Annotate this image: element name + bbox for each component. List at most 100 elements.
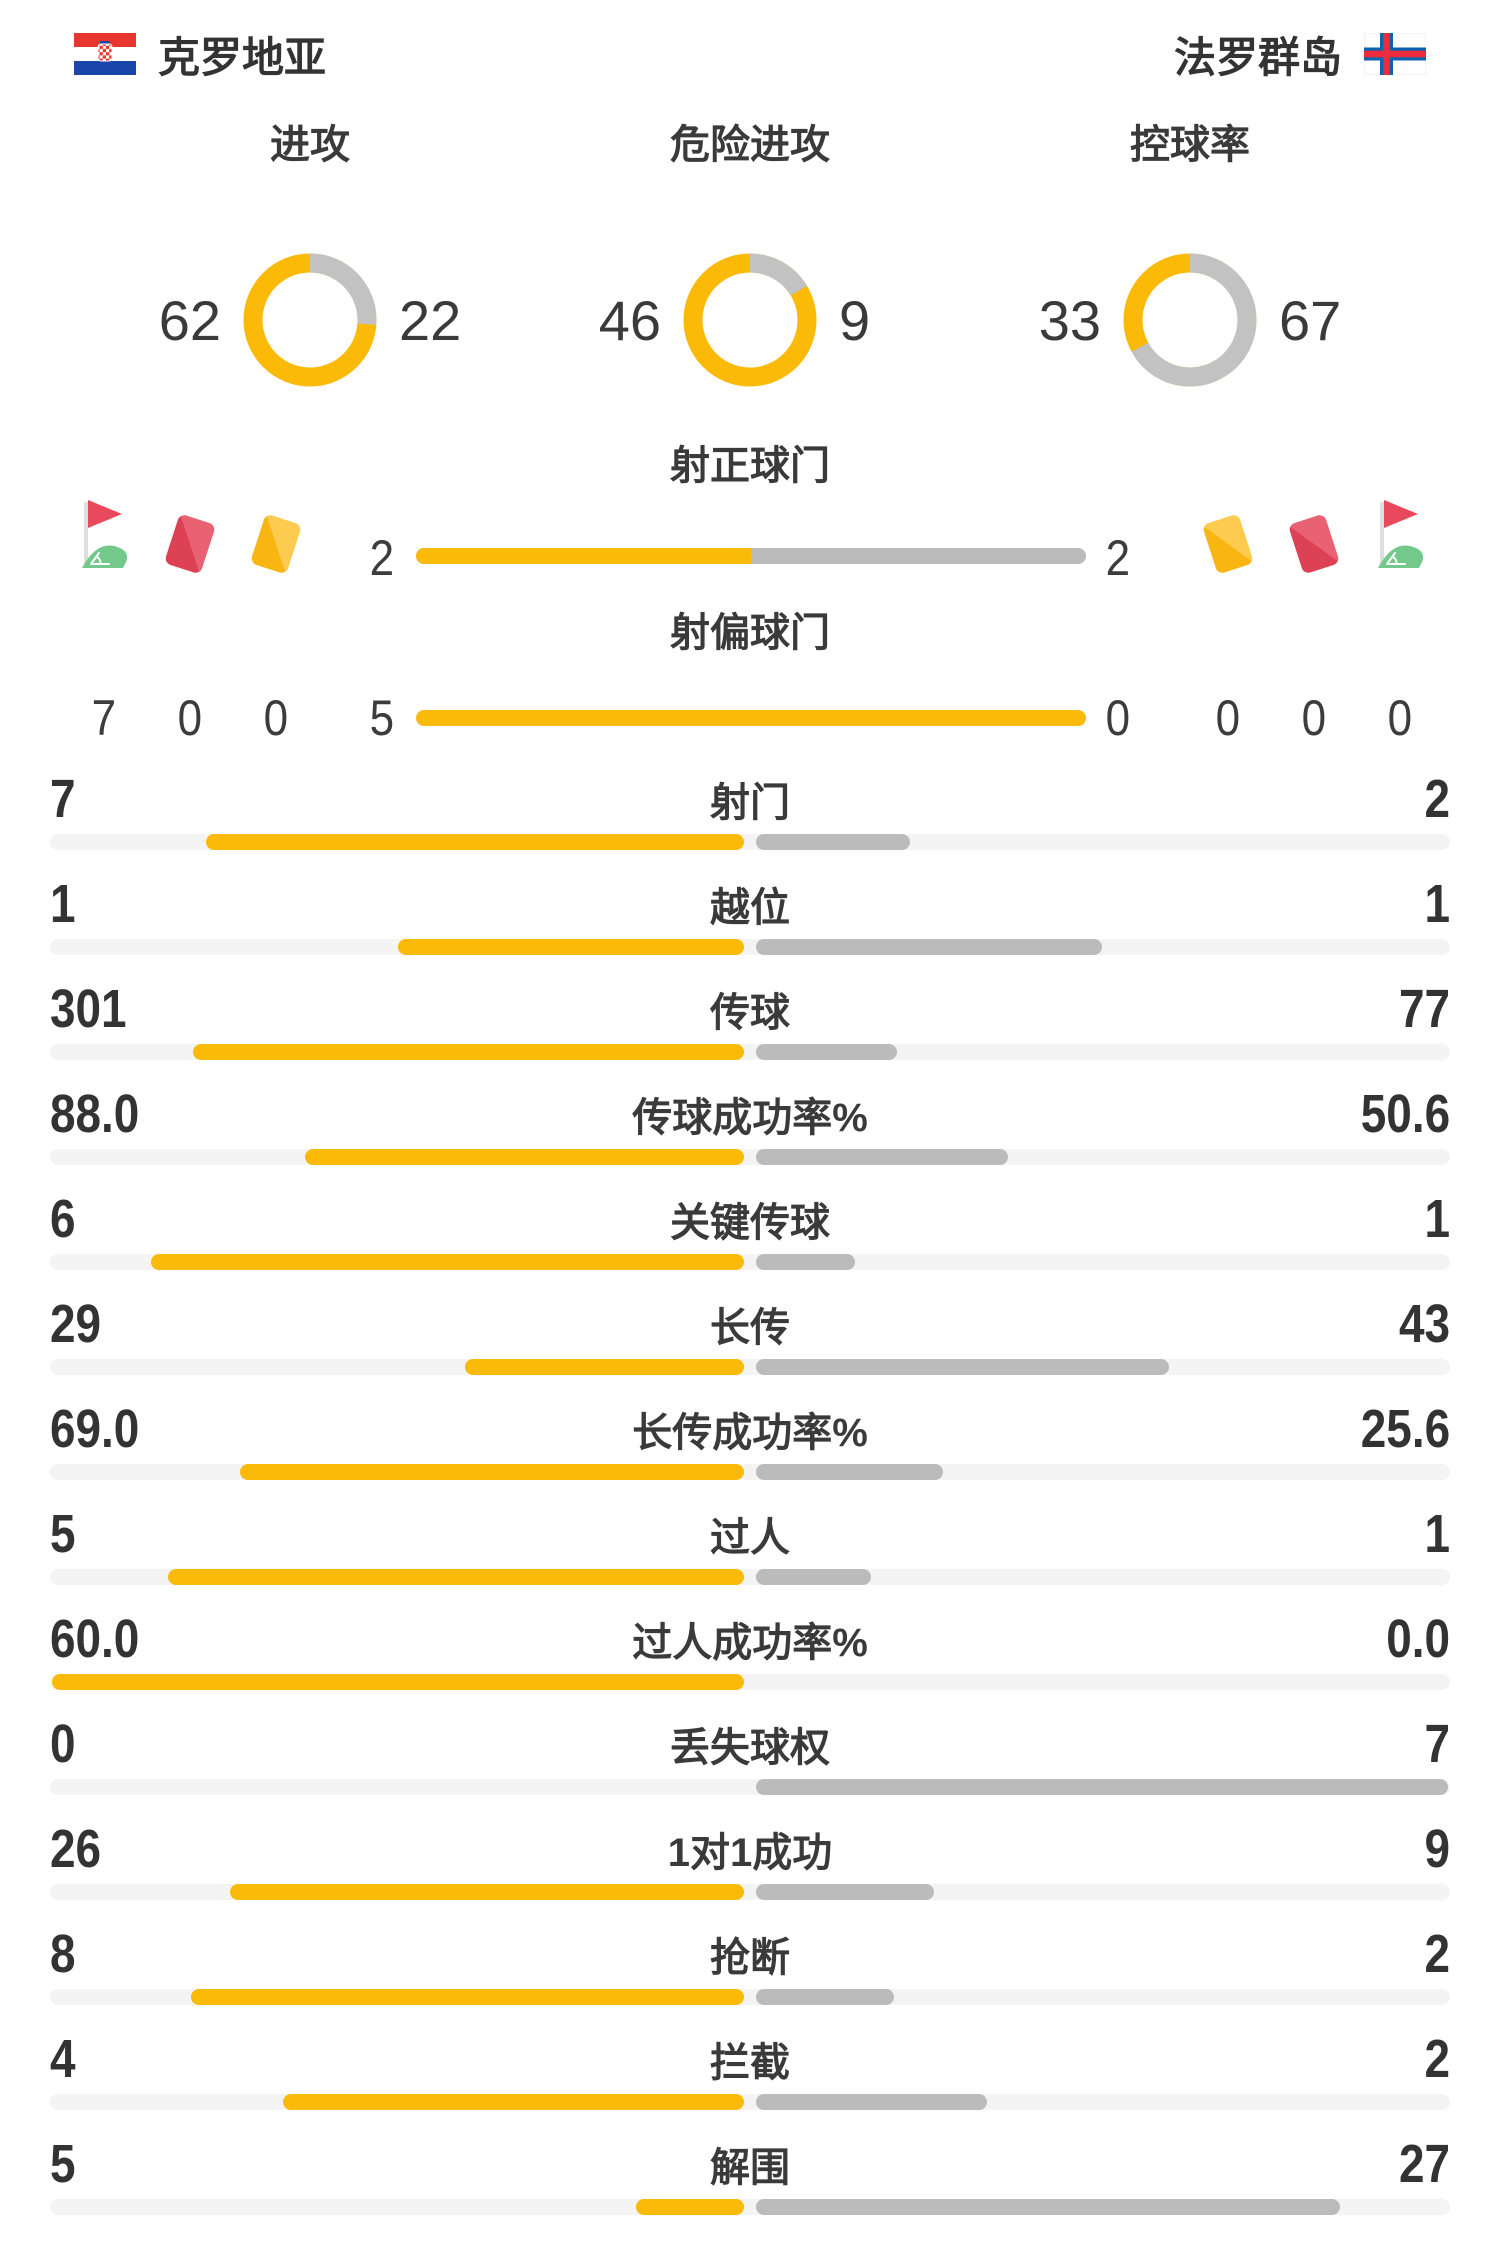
- home-stat-value: 301: [50, 979, 127, 1039]
- away-red-card-icon: [1282, 498, 1346, 590]
- stat-bar-track: [50, 2094, 1450, 2110]
- stat-label: 拦截: [710, 2041, 790, 2085]
- home-shots-off-target-value: 5: [369, 690, 395, 746]
- stat-row: 301 传球 77: [0, 976, 1500, 1081]
- shots-off-target-label: 射偏球门: [670, 611, 830, 655]
- stat-head: 6 关键传球 1: [50, 1186, 1450, 1252]
- away-stat-value: 2: [1424, 769, 1450, 829]
- faroe-islands-flag-icon: [1364, 33, 1426, 75]
- away-stat-value: 27: [1398, 2134, 1450, 2194]
- home-shots-on-target-bar: [416, 548, 751, 564]
- away-yellow-cards-value: 0: [1215, 690, 1241, 746]
- stat-head: 5 解围 27: [50, 2131, 1450, 2197]
- stat-row: 5 解围 27: [0, 2131, 1500, 2236]
- stat-head: 301 传球 77: [50, 976, 1450, 1042]
- away-stat-value: 1: [1424, 874, 1450, 934]
- donut-body: 62 22: [90, 253, 530, 387]
- stat-row: 4 拦截 2: [0, 2026, 1500, 2131]
- donut-ring-chart: [1123, 253, 1257, 387]
- home-stat-value: 4: [50, 2029, 76, 2089]
- away-donut-arc: [1123, 253, 1257, 387]
- donut-charts-section: 进攻 62 22 危险进攻 46 9 控球率 33: [0, 121, 1500, 387]
- stat-bar-track: [50, 1569, 1450, 1585]
- stat-bar-track: [50, 1149, 1450, 1165]
- away-stat-bar: [756, 834, 910, 850]
- away-red-cards-value: 0: [1301, 690, 1327, 746]
- stat-row: 8 抢断 2: [0, 1921, 1500, 2026]
- home-corners-value: 7: [91, 690, 117, 746]
- home-stat-value: 5: [50, 1504, 76, 1564]
- away-stat-bar: [756, 1044, 897, 1060]
- donut-body: 33 67: [970, 253, 1410, 387]
- stats-list: 7 射门 2 1 越位 1 301 传球 77: [0, 766, 1500, 2236]
- stat-bar-track: [50, 1989, 1450, 2005]
- shots-off-target-bar: [416, 710, 1086, 726]
- stat-bar-track: [50, 1464, 1450, 1480]
- home-stat-value: 88.0: [50, 1084, 140, 1144]
- home-stat-bar: [206, 834, 744, 850]
- away-stat-value: 25.6: [1360, 1399, 1450, 1459]
- stat-label: 射门: [710, 781, 790, 825]
- stat-row: 29 长传 43: [0, 1291, 1500, 1396]
- home-stat-bar: [52, 1674, 744, 1690]
- stat-head: 8 抢断 2: [50, 1921, 1450, 1987]
- stat-bar-track: [50, 2199, 1450, 2215]
- away-stat-value: 1: [1424, 1504, 1450, 1564]
- stat-label: 关键传球: [670, 1201, 830, 1245]
- away-donut-value: 67: [1279, 288, 1342, 352]
- shots-and-discipline-section: 射正球门 射偏球门 2 2 7 0 0 5 0 0 0 0: [0, 436, 1500, 756]
- donut-label: 进攻: [270, 123, 350, 167]
- home-stat-value: 1: [50, 874, 76, 934]
- away-stat-value: 9: [1424, 1819, 1450, 1879]
- away-stat-bar: [756, 939, 1102, 955]
- home-stat-value: 26: [50, 1819, 102, 1879]
- home-red-card-icon: [158, 498, 222, 590]
- away-stat-bar: [756, 1359, 1169, 1375]
- away-stat-value: 1: [1424, 1189, 1450, 1249]
- stat-bar-track: [50, 834, 1450, 850]
- away-stat-value: 43: [1398, 1294, 1450, 1354]
- away-stat-value: 0.0: [1386, 1609, 1450, 1669]
- stat-label: 抢断: [710, 1936, 790, 1980]
- home-stat-bar: [190, 1989, 744, 2005]
- stat-row: 1 越位 1: [0, 871, 1500, 976]
- croatia-flag-icon: [74, 33, 136, 75]
- away-stat-value: 50.6: [1360, 1084, 1450, 1144]
- stat-bar-track: [50, 1884, 1450, 1900]
- stat-head: 7 射门 2: [50, 766, 1450, 832]
- stat-row: 6 关键传球 1: [0, 1186, 1500, 1291]
- home-yellow-cards-value: 0: [263, 690, 289, 746]
- home-stat-value: 7: [50, 769, 76, 829]
- away-shots-off-target-value: 0: [1105, 690, 1131, 746]
- stat-label: 1对1成功: [667, 1831, 833, 1875]
- stat-row: 60.0 过人成功率% 0.0: [0, 1606, 1500, 1711]
- stat-bar-track: [50, 1044, 1450, 1060]
- home-stat-bar: [465, 1359, 744, 1375]
- home-stat-value: 5: [50, 2134, 76, 2194]
- home-team: 克罗地亚: [74, 24, 326, 85]
- away-stat-value: 2: [1424, 1924, 1450, 1984]
- home-stat-bar: [635, 2199, 744, 2215]
- stat-row: 88.0 传球成功率% 50.6: [0, 1081, 1500, 1186]
- home-shots-on-target-value: 2: [369, 530, 395, 586]
- stat-bar-track: [50, 1359, 1450, 1375]
- away-stat-bar: [756, 1254, 855, 1270]
- home-stat-bar: [282, 2094, 744, 2110]
- donut-chart-group: 危险进攻 46 9: [530, 121, 970, 387]
- home-stat-bar: [230, 1884, 744, 1900]
- stat-label: 传球: [710, 991, 790, 1035]
- home-stat-value: 60.0: [50, 1609, 140, 1669]
- away-donut-value: 22: [399, 288, 462, 352]
- stat-label: 过人: [710, 1516, 790, 1560]
- donut-ring-chart: [683, 253, 817, 387]
- away-stat-bar: [756, 1464, 944, 1480]
- stat-label: 越位: [710, 886, 790, 930]
- stat-bar-track: [50, 939, 1450, 955]
- home-stat-value: 29: [50, 1294, 102, 1354]
- stat-head: 5 过人 1: [50, 1501, 1450, 1567]
- stat-head: 88.0 传球成功率% 50.6: [50, 1081, 1450, 1147]
- home-shots-off-target-bar: [416, 710, 1086, 726]
- home-corner-flag-icon: [72, 498, 136, 590]
- home-stat-value: 69.0: [50, 1399, 140, 1459]
